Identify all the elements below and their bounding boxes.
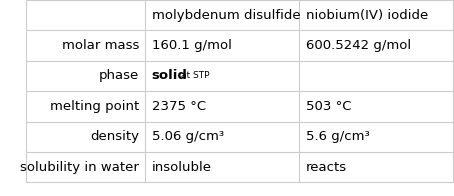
- Text: 600.5242 g/mol: 600.5242 g/mol: [306, 39, 411, 52]
- Text: at STP: at STP: [181, 72, 209, 80]
- Text: 5.06 g/cm³: 5.06 g/cm³: [152, 130, 224, 143]
- Bar: [145, 30, 299, 61]
- Bar: [299, 152, 453, 182]
- Bar: [299, 30, 453, 61]
- Text: insoluble: insoluble: [152, 161, 212, 174]
- Bar: [25, 122, 145, 152]
- Bar: [299, 91, 453, 122]
- Text: melting point: melting point: [49, 100, 139, 113]
- Bar: [25, 0, 145, 30]
- Text: solubility in water: solubility in water: [20, 161, 139, 174]
- Bar: [299, 122, 453, 152]
- Text: reacts: reacts: [306, 161, 347, 174]
- Text: 5.6 g/cm³: 5.6 g/cm³: [306, 130, 370, 143]
- Text: 503 °C: 503 °C: [306, 100, 351, 113]
- Text: density: density: [90, 130, 139, 143]
- Text: phase: phase: [99, 69, 139, 83]
- Bar: [145, 122, 299, 152]
- Bar: [299, 61, 453, 91]
- Bar: [145, 0, 299, 30]
- Bar: [25, 91, 145, 122]
- Bar: [299, 0, 453, 30]
- Bar: [25, 61, 145, 91]
- Text: 2375 °C: 2375 °C: [152, 100, 206, 113]
- Bar: [145, 61, 299, 91]
- Bar: [145, 152, 299, 182]
- Bar: [145, 91, 299, 122]
- Text: 160.1 g/mol: 160.1 g/mol: [152, 39, 232, 52]
- Bar: [25, 152, 145, 182]
- Text: molar mass: molar mass: [62, 39, 139, 52]
- Text: solid: solid: [152, 69, 188, 83]
- Text: molybdenum disulfide: molybdenum disulfide: [152, 9, 301, 22]
- Bar: [25, 30, 145, 61]
- Text: niobium(IV) iodide: niobium(IV) iodide: [306, 9, 428, 22]
